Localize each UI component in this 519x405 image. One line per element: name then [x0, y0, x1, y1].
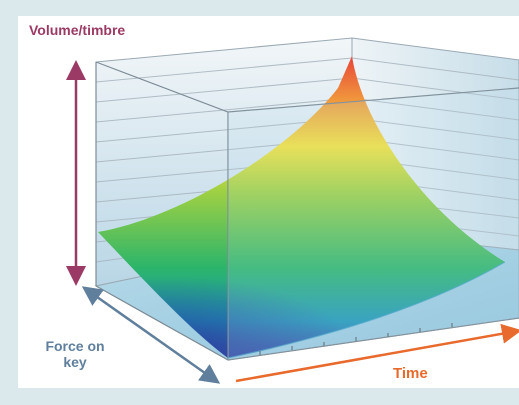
front-glass [228, 88, 519, 360]
surface-front-edge [227, 261, 506, 359]
force-on-key-label: Force on key [45, 338, 105, 370]
time-label: Time [393, 365, 428, 382]
surface-shadow [98, 232, 420, 358]
volume-timbre-label: Volume/timbre [29, 22, 126, 38]
time-axis-arrow [235, 323, 519, 383]
time-ticks [259, 323, 453, 355]
force-axis-arrow [81, 286, 221, 384]
